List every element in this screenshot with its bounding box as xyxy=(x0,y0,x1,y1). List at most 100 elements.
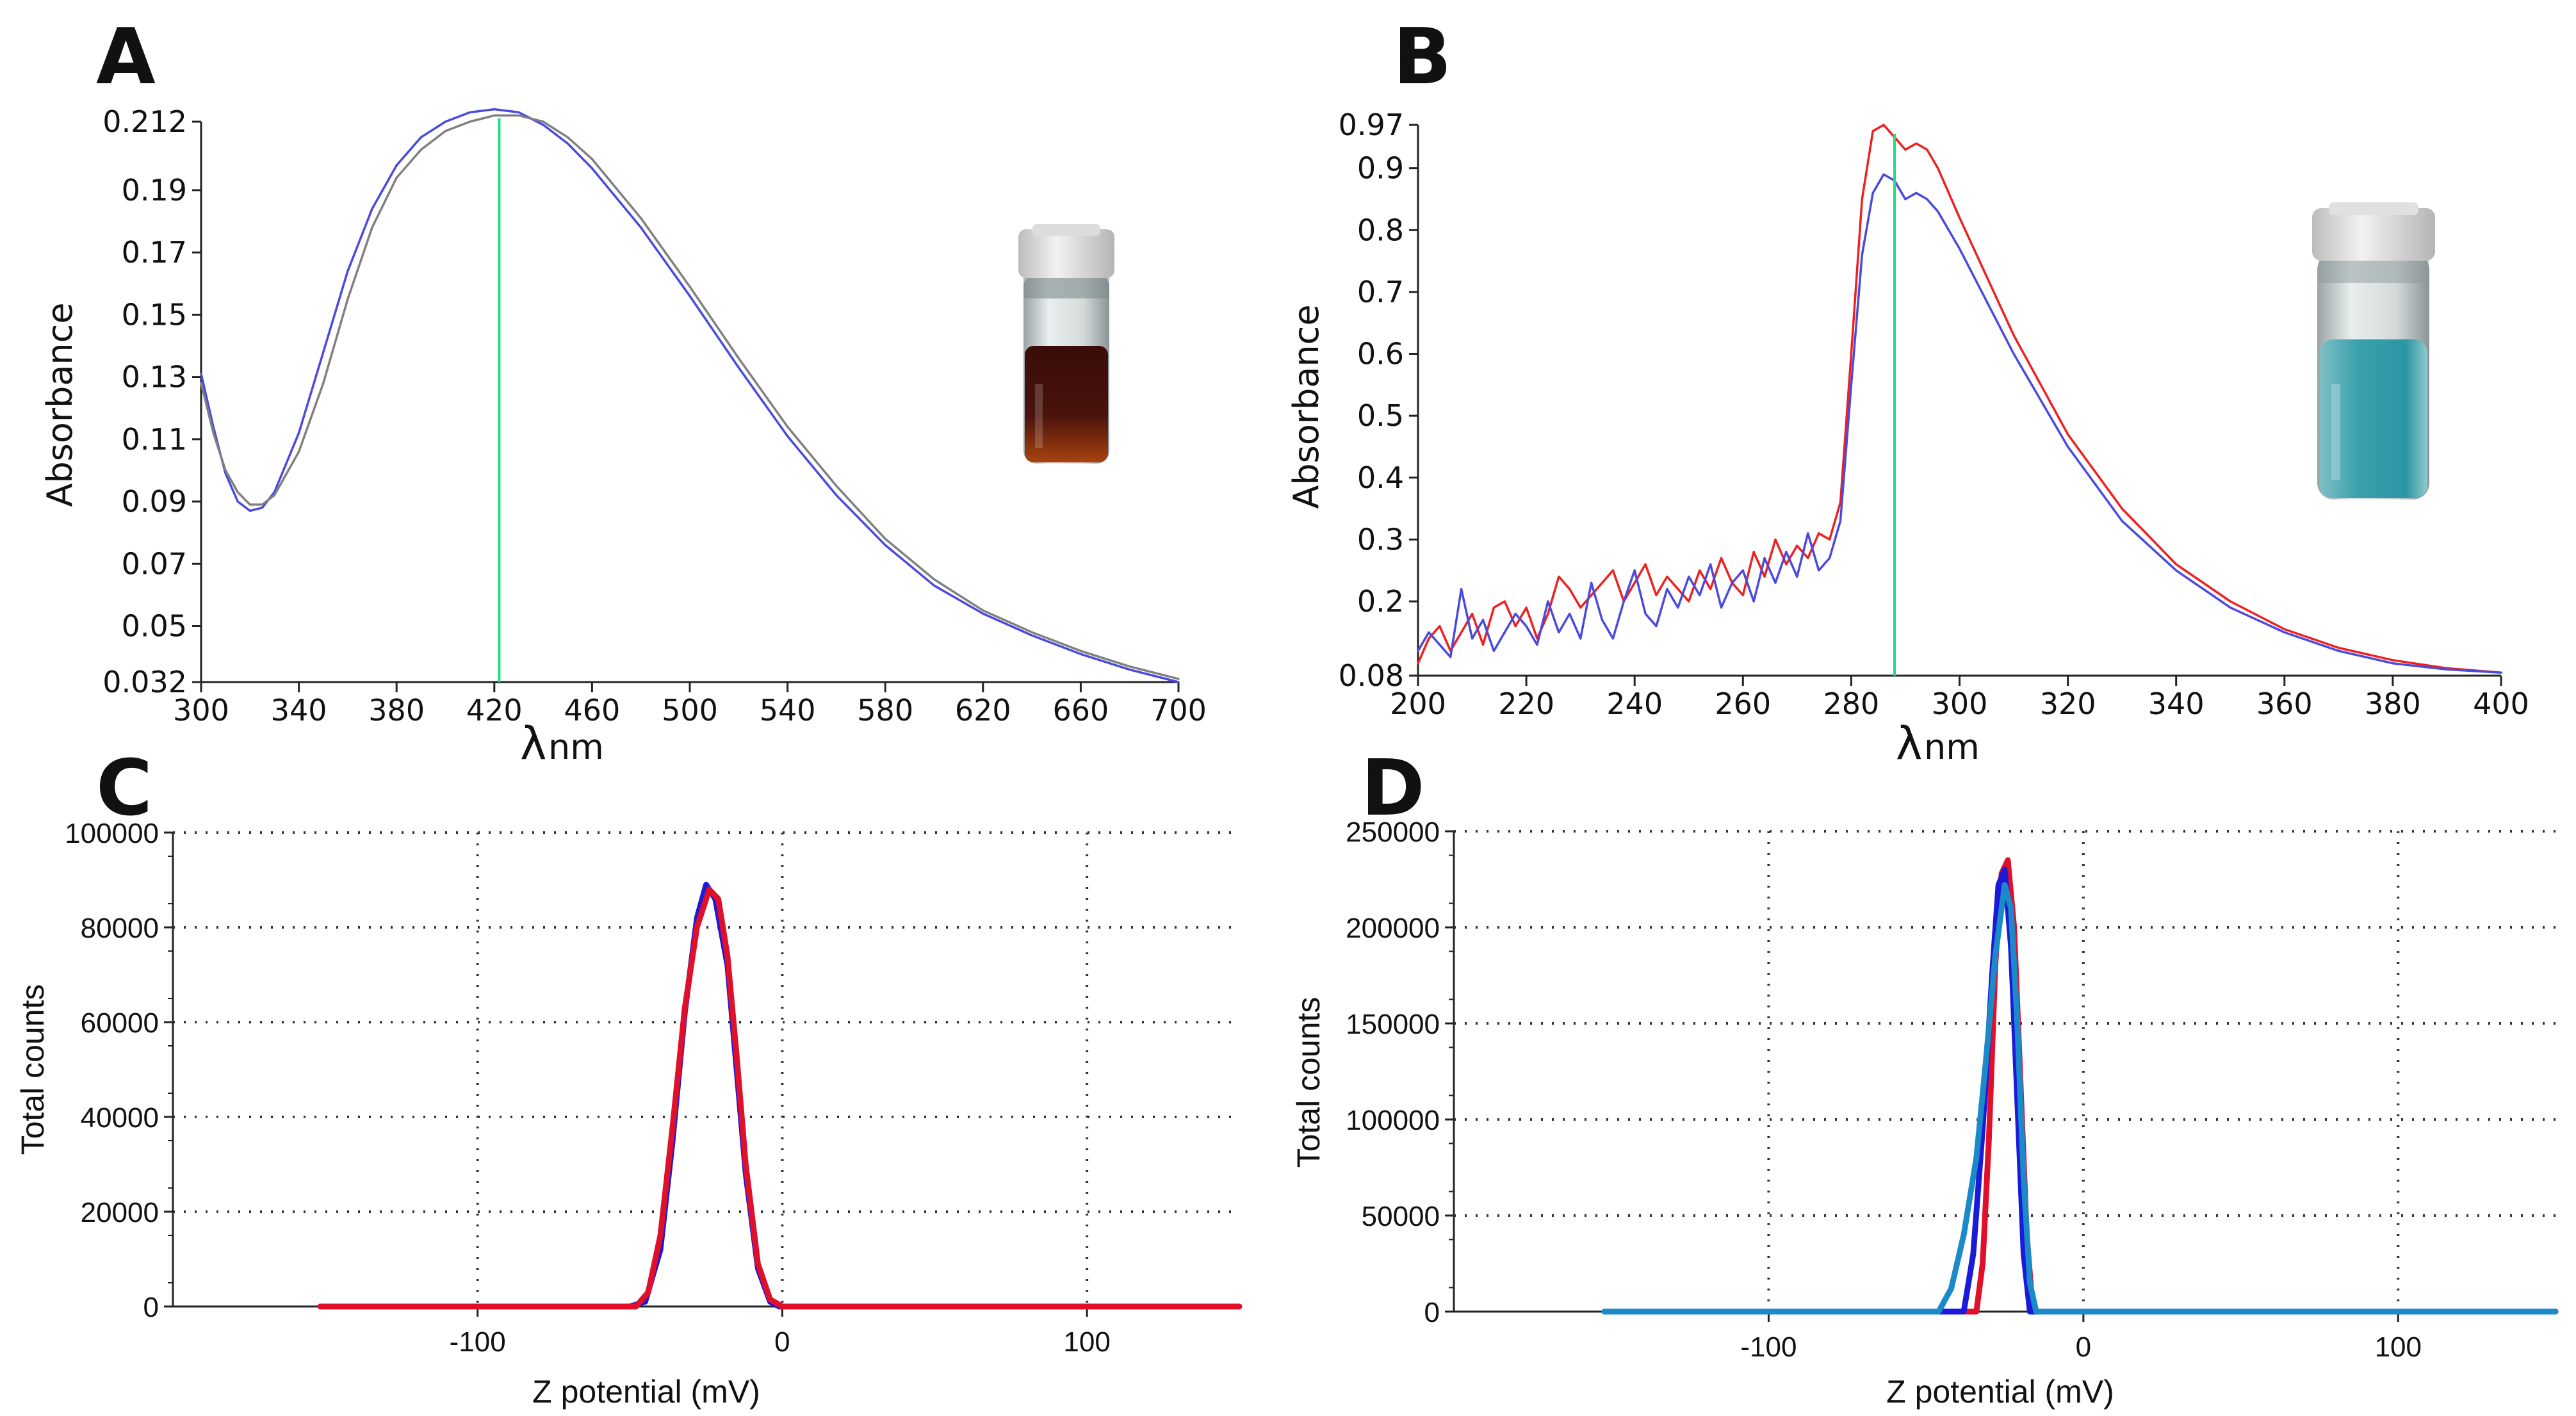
y-tick-label: 0.032 xyxy=(102,665,187,699)
x-tick-label: 260 xyxy=(1715,687,1771,721)
y-tick-label: 0.19 xyxy=(122,173,187,208)
x-tick-label: 540 xyxy=(760,693,816,728)
y-tick-label: 0.8 xyxy=(1357,213,1404,247)
y-tick-label: 0.7 xyxy=(1357,275,1404,309)
x-tick-label: 580 xyxy=(857,693,913,728)
x-axis-unit: nm xyxy=(548,727,604,767)
y-tick-label: 150000 xyxy=(1346,1009,1440,1040)
y-tick-label: 0.05 xyxy=(122,609,187,644)
y-axis-title: Total counts xyxy=(15,984,51,1155)
y-tick-group: 0 20000 40000 60000 80000 100000 xyxy=(65,818,173,1323)
y-tick-label: 20000 xyxy=(81,1197,159,1228)
x-tick-label: 220 xyxy=(1498,687,1554,721)
y-tick-label: 0.08 xyxy=(1339,658,1404,693)
panel-label-b: B xyxy=(1393,13,1451,102)
x-tick-group: 300 340 380 420 460 500 540 580 620 660 700 xyxy=(173,682,1207,728)
y-tick-label: 0.15 xyxy=(122,297,187,332)
panel-a-uv-spectrum: A 0.0320.050.070.090.110.130.150.170.190… xyxy=(40,13,1207,770)
y-tick-label: 0 xyxy=(143,1292,159,1323)
y-tick-label: 100000 xyxy=(65,818,159,849)
x-tick-group: -100 0 100 xyxy=(1740,1312,2422,1363)
x-axis-title: Z potential (mV) xyxy=(532,1374,760,1410)
grid-group xyxy=(1449,830,2556,1312)
y-tick-label: 0.2 xyxy=(1357,584,1404,619)
x-tick-label: 700 xyxy=(1150,693,1207,728)
x-tick-label: 360 xyxy=(2256,687,2313,721)
x-tick-group: 200 220 240 260 280 300 320 340 360 380 400 xyxy=(1390,676,2529,721)
y-tick-label: 100000 xyxy=(1346,1105,1440,1136)
x-axis-lambda: λ xyxy=(520,717,546,770)
series-line-run-blue xyxy=(317,881,1243,1310)
x-tick-label: -100 xyxy=(450,1326,506,1358)
y-axis-title: Absorbance xyxy=(1286,304,1326,509)
y-axis-title: Total counts xyxy=(1291,997,1326,1168)
x-tick-label: -100 xyxy=(1740,1331,1797,1363)
x-tick-label: 280 xyxy=(1823,687,1879,721)
amber-vial-photo xyxy=(1018,224,1114,464)
panel-label-d: D xyxy=(1361,744,1425,833)
series-group xyxy=(200,108,1180,683)
series-line-scan-blue xyxy=(1417,173,2502,674)
series-line-run-blue xyxy=(1601,867,2559,1315)
x-tick-label: 620 xyxy=(955,693,1011,728)
y-tick-label: 0.3 xyxy=(1357,522,1404,557)
x-tick-label: 340 xyxy=(271,693,327,728)
y-axis-title: Absorbance xyxy=(40,302,80,507)
y-tick-group: 0 50000 100000 150000 200000 250000 xyxy=(1346,817,1454,1328)
y-tick-label: 0.07 xyxy=(122,546,187,581)
y-tick-group: 0.08 0.2 0.3 0.4 0.5 0.6 0.7 0.8 0.9 0.97 xyxy=(1339,108,1418,693)
x-tick-label: 340 xyxy=(2148,687,2205,721)
grid-group xyxy=(168,831,1239,1306)
x-tick-label: 300 xyxy=(173,693,229,728)
x-tick-label: 400 xyxy=(2473,687,2529,721)
y-tick-label: 60000 xyxy=(81,1007,159,1039)
y-tick-label: 0.09 xyxy=(122,484,187,519)
x-tick-label: 320 xyxy=(2040,687,2096,721)
x-tick-label: 460 xyxy=(564,693,620,728)
x-axis-unit: nm xyxy=(1924,727,1980,767)
panel-label-a: A xyxy=(96,13,156,102)
series-line-run-cyan xyxy=(1601,882,2559,1315)
x-tick-label: 100 xyxy=(2375,1331,2422,1363)
y-tick-label: 0.17 xyxy=(122,235,187,270)
series-group xyxy=(317,881,1243,1310)
panel-label-c: C xyxy=(96,744,152,833)
x-tick-group: -100 0 100 xyxy=(450,1306,1111,1358)
y-tick-label: 80000 xyxy=(81,913,159,944)
x-tick-label: 420 xyxy=(466,693,523,728)
series-group xyxy=(1417,124,2502,674)
x-tick-label: 660 xyxy=(1052,693,1109,728)
y-tick-label: 0.9 xyxy=(1357,151,1404,186)
x-tick-label: 200 xyxy=(1390,687,1446,721)
series-line-run-red xyxy=(317,886,1243,1310)
x-axis-title: Z potential (mV) xyxy=(1886,1374,2114,1410)
series-line-scan-1 xyxy=(200,108,1180,683)
series-group xyxy=(1601,857,2559,1315)
y-tick-label: 0 xyxy=(1424,1297,1440,1328)
y-tick-label: 50000 xyxy=(1362,1201,1440,1232)
y-tick-label: 0.97 xyxy=(1339,108,1404,142)
panel-b-uv-spectrum: B 0.08 0.2 0.3 0.4 0.5 0.6 0.7 0.8 0.9 0.97 200 22… xyxy=(1286,13,2529,770)
x-tick-label: 380 xyxy=(2365,687,2421,721)
x-axis-lambda: λ xyxy=(1896,717,1922,770)
y-tick-label: 0.13 xyxy=(122,360,187,395)
series-line-scan-red xyxy=(1417,124,2502,674)
y-tick-label: 40000 xyxy=(81,1102,159,1134)
y-tick-label: 0.5 xyxy=(1357,398,1404,433)
x-tick-label: 500 xyxy=(662,693,718,728)
y-tick-label: 0.6 xyxy=(1357,337,1404,371)
x-tick-label: 240 xyxy=(1606,687,1663,721)
y-tick-label: 250000 xyxy=(1346,817,1440,848)
y-tick-group: 0.032 0.05 0.07 0.09 0.11 0.13 0.15 0.17 0.19 0.2… xyxy=(102,104,201,699)
x-tick-label: 300 xyxy=(1932,687,1988,721)
x-tick-label: 100 xyxy=(1063,1326,1110,1358)
y-tick-label: 0.212 xyxy=(102,104,187,139)
panel-d-zeta-distribution: D 0 50000 100000 150000 200000 250000 -100 0 10… xyxy=(1291,744,2559,1410)
panel-c-zeta-distribution: C 0 20000 40000 60000 80000 100000 -100 0 100 T… xyxy=(15,744,1243,1410)
y-tick-label: 0.11 xyxy=(122,422,187,457)
x-tick-label: 380 xyxy=(368,693,425,728)
x-tick-label: 0 xyxy=(2076,1331,2091,1363)
y-tick-label: 0.4 xyxy=(1357,460,1404,495)
y-tick-label: 200000 xyxy=(1346,913,1440,944)
